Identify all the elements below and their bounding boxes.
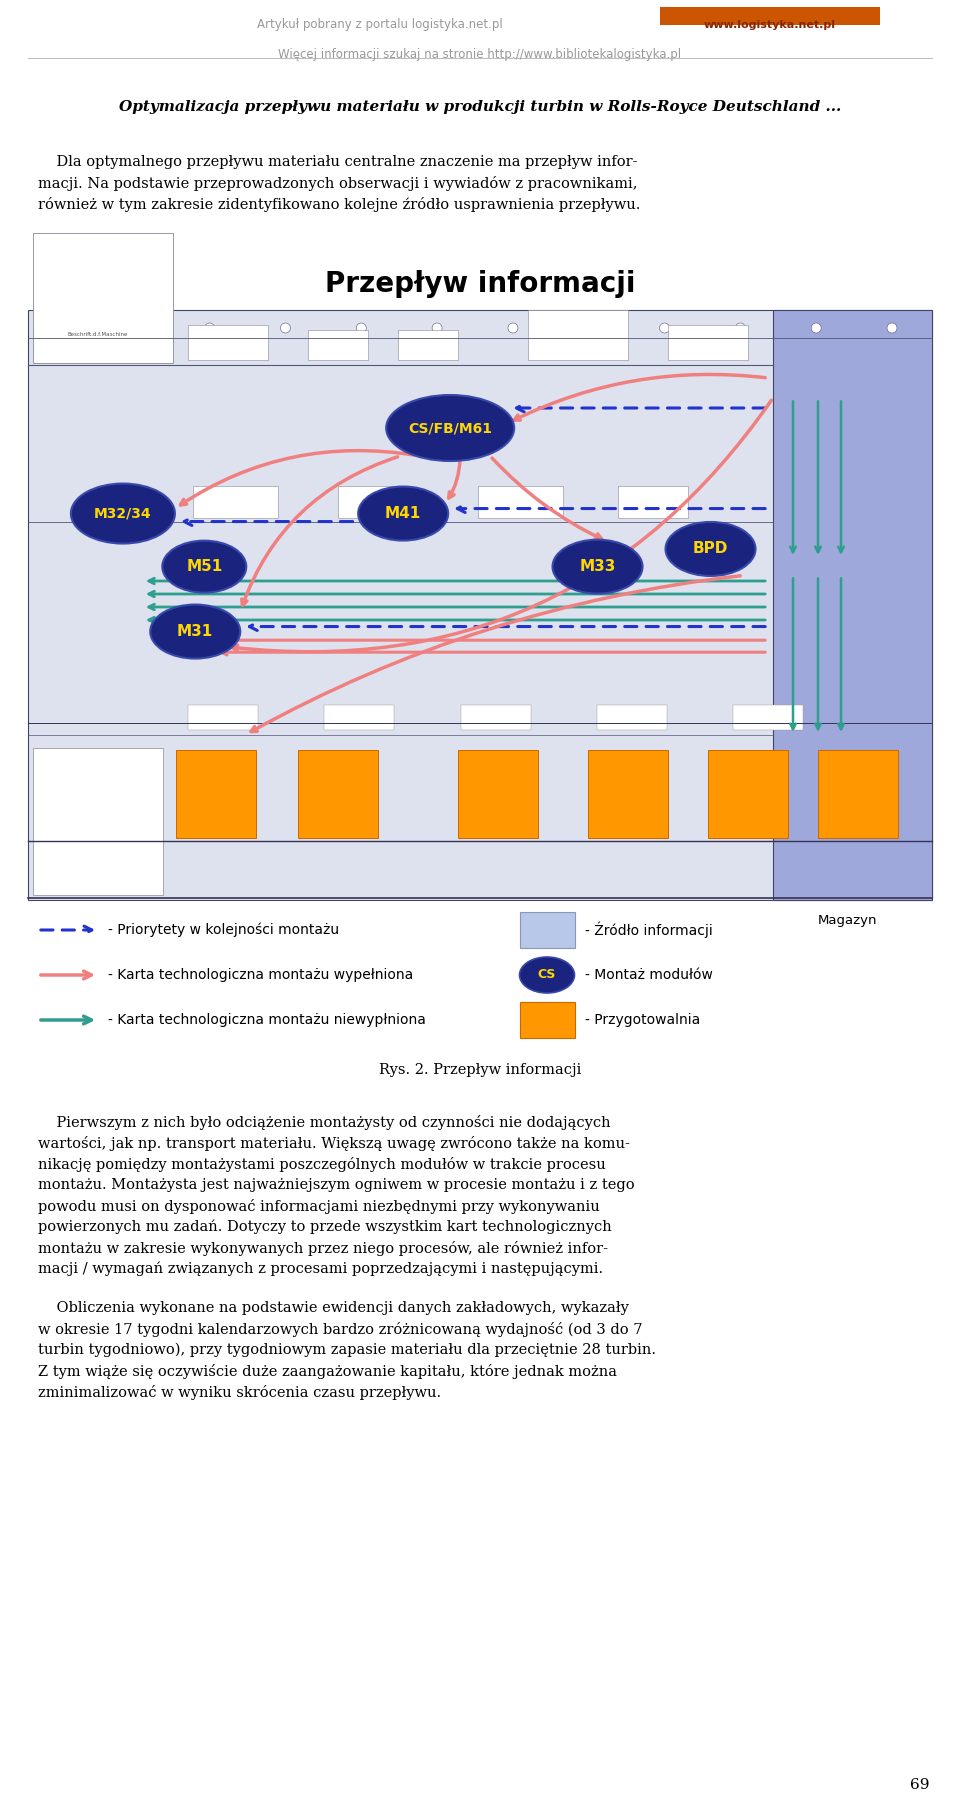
- Text: zminimalizować w wyniku skrócenia czasu przepływu.: zminimalizować w wyniku skrócenia czasu …: [38, 1385, 442, 1401]
- Circle shape: [735, 323, 745, 332]
- Bar: [298, 749, 378, 839]
- Text: - Przygotowalnia: - Przygotowalnia: [585, 1013, 700, 1027]
- Bar: [324, 704, 395, 729]
- Bar: [597, 704, 667, 729]
- Bar: [33, 747, 163, 894]
- Bar: [528, 311, 628, 359]
- Text: www.logistyka.net.pl: www.logistyka.net.pl: [704, 20, 836, 31]
- Text: Dla optymalnego przepływu materiału centralne znaczenie ma przepływ infor-: Dla optymalnego przepływu materiału cent…: [38, 154, 637, 169]
- Bar: [458, 749, 538, 839]
- Text: turbin tygodniowo), przy tygodniowym zapasie materiału dla przeciętnie 28 turbin: turbin tygodniowo), przy tygodniowym zap…: [38, 1343, 656, 1358]
- Bar: [28, 311, 932, 900]
- Bar: [668, 325, 748, 359]
- Text: Pierwszym z nich było odciążenie montażysty od czynności nie dodających: Pierwszym z nich było odciążenie montaży…: [38, 1115, 611, 1130]
- Ellipse shape: [162, 541, 247, 593]
- Circle shape: [432, 323, 443, 332]
- Text: Z tym wiąże się oczywiście duże zaangażowanie kapitału, które jednak można: Z tym wiąże się oczywiście duże zaangażo…: [38, 1363, 617, 1379]
- Circle shape: [811, 323, 821, 332]
- Text: CS/FB/M61: CS/FB/M61: [408, 420, 492, 435]
- Text: Rys. 2. Przepływ informacji: Rys. 2. Przepływ informacji: [379, 1063, 581, 1078]
- Text: również w tym zakresie zidentyfikowano kolejne źródło usprawnienia przepływu.: również w tym zakresie zidentyfikowano k…: [38, 198, 640, 212]
- Circle shape: [129, 323, 139, 332]
- Bar: [338, 487, 413, 519]
- Circle shape: [53, 323, 63, 332]
- Bar: [660, 7, 880, 45]
- Circle shape: [584, 323, 593, 332]
- Circle shape: [356, 323, 367, 332]
- Bar: [461, 704, 531, 729]
- Ellipse shape: [665, 523, 756, 577]
- Text: montażu. Montażysta jest najważniejszym ogniwem w procesie montażu i z tego: montażu. Montażysta jest najważniejszym …: [38, 1178, 635, 1193]
- Text: BPD: BPD: [693, 541, 729, 557]
- Text: w okresie 17 tygodni kalendarzowych bardzo zróżnicowaną wydajność (od 3 do 7: w okresie 17 tygodni kalendarzowych bard…: [38, 1322, 642, 1336]
- Text: M33: M33: [579, 559, 615, 575]
- Text: - Karta technologiczna montażu wypełniona: - Karta technologiczna montażu wypełnion…: [108, 968, 413, 982]
- Bar: [188, 325, 268, 359]
- Text: Beschrift.d.f.Maschine: Beschrift.d.f.Maschine: [68, 332, 129, 338]
- Bar: [176, 749, 256, 839]
- Bar: [478, 487, 563, 519]
- Bar: [618, 487, 688, 519]
- Text: M31: M31: [177, 623, 213, 639]
- Text: Optymalizacja przepływu materiału w produkcji turbin w Rolls-Royce Deutschland .: Optymalizacja przepływu materiału w prod…: [119, 101, 841, 113]
- Text: - Źródło informacji: - Źródło informacji: [585, 921, 712, 938]
- Bar: [773, 311, 932, 900]
- Bar: [660, 25, 880, 45]
- Text: - Karta technologiczna montażu niewypłniona: - Karta technologiczna montażu niewypłni…: [108, 1013, 426, 1027]
- Text: - Montaż modułów: - Montaż modułów: [585, 968, 713, 982]
- Text: montażu w zakresie wykonywanych przez niego procesów, ale również infor-: montażu w zakresie wykonywanych przez ni…: [38, 1241, 608, 1255]
- Text: M51: M51: [186, 559, 223, 575]
- Bar: [520, 1002, 575, 1038]
- Bar: [818, 749, 898, 839]
- Text: powodu musi on dysponować informacjami niezbędnymi przy wykonywaniu: powodu musi on dysponować informacjami n…: [38, 1200, 600, 1214]
- Bar: [188, 704, 258, 729]
- Text: Więcej informacji szukaj na stronie http://www.bibliotekalogistyka.pl: Więcej informacji szukaj na stronie http…: [278, 48, 682, 61]
- Ellipse shape: [150, 605, 240, 659]
- Text: internetowy serwis branżowy: internetowy serwis branżowy: [704, 40, 836, 48]
- Bar: [708, 749, 788, 839]
- Circle shape: [204, 323, 215, 332]
- Ellipse shape: [358, 487, 448, 541]
- Text: Obliczenia wykonane na podstawie ewidencji danych zakładowych, wykazały: Obliczenia wykonane na podstawie ewidenc…: [38, 1300, 629, 1315]
- Bar: [33, 233, 173, 363]
- Text: nikację pomiędzy montażystami poszczególnych modułów w trakcie procesu: nikację pomiędzy montażystami poszczegól…: [38, 1157, 606, 1173]
- Ellipse shape: [71, 483, 175, 544]
- Circle shape: [660, 323, 669, 332]
- Bar: [308, 330, 368, 359]
- Text: macji. Na podstawie przeprowadzonych obserwacji i wywiadów z pracownikami,: macji. Na podstawie przeprowadzonych obs…: [38, 176, 637, 190]
- Text: - Priorytety w kolejności montażu: - Priorytety w kolejności montażu: [108, 923, 339, 938]
- Text: Magazyn: Magazyn: [818, 914, 877, 927]
- Bar: [398, 330, 458, 359]
- Bar: [733, 704, 804, 729]
- Text: wartości, jak np. transport materiału. Większą uwagę zwrócono także na komu-: wartości, jak np. transport materiału. W…: [38, 1137, 630, 1151]
- Text: powierzonych mu zadań. Dotyczy to przede wszystkim kart technologicznych: powierzonych mu zadań. Dotyczy to przede…: [38, 1219, 612, 1234]
- Text: CS: CS: [538, 968, 556, 981]
- Ellipse shape: [519, 957, 574, 993]
- Ellipse shape: [553, 539, 642, 594]
- Ellipse shape: [386, 395, 515, 462]
- Text: macji / wymagań związanych z procesami poprzedzającymi i następującymi.: macji / wymagań związanych z procesami p…: [38, 1263, 603, 1277]
- Bar: [588, 749, 668, 839]
- Text: 69: 69: [910, 1778, 929, 1792]
- Bar: [520, 912, 575, 948]
- Text: M41: M41: [385, 506, 421, 521]
- Text: Artykuł pobrany z portalu logistyka.net.pl: Artykuł pobrany z portalu logistyka.net.…: [257, 18, 503, 31]
- Bar: [193, 487, 278, 519]
- Circle shape: [280, 323, 291, 332]
- Text: Przepływ informacji: Przepływ informacji: [324, 269, 636, 298]
- Text: M32/34: M32/34: [94, 506, 152, 521]
- Circle shape: [508, 323, 517, 332]
- Circle shape: [887, 323, 897, 332]
